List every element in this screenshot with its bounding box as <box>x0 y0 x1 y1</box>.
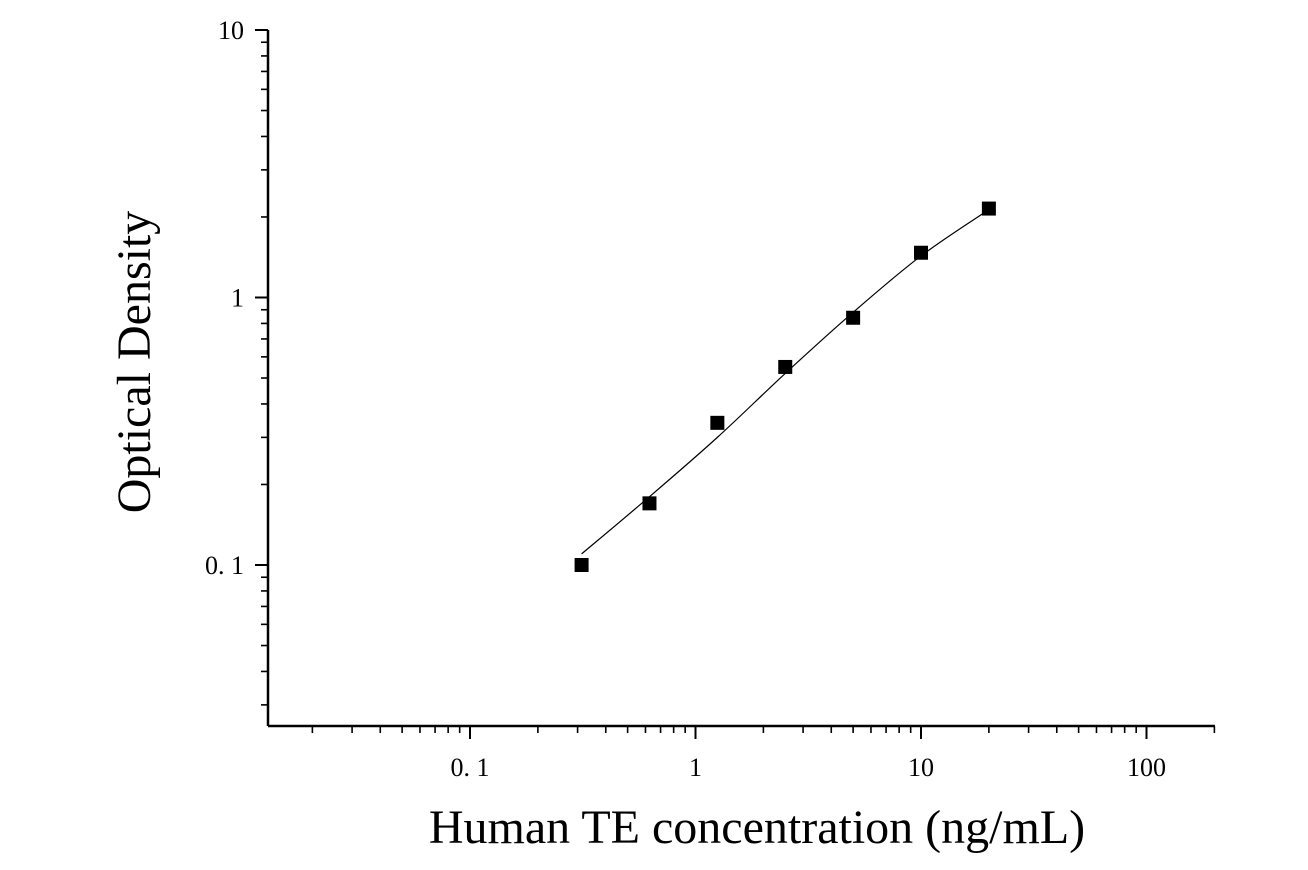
data-point <box>710 415 725 430</box>
y-tick-label: 1 <box>231 284 244 313</box>
x-tick-label: 1 <box>689 753 702 782</box>
x-tick-label: 0. 1 <box>451 753 490 782</box>
data-point <box>981 201 996 216</box>
data-point <box>846 310 861 325</box>
y-tick-label: 0. 1 <box>205 551 244 580</box>
y-major-ticks <box>255 29 268 566</box>
data-point <box>914 245 928 260</box>
x-tick-label: 100 <box>1127 753 1166 782</box>
y-tick-label: 10 <box>218 16 244 45</box>
x-tick-labels: 0. 1 1 10 100 <box>451 753 1167 782</box>
data-points <box>574 201 996 572</box>
data-point <box>574 558 589 572</box>
data-point <box>778 359 793 374</box>
data-point <box>642 496 657 511</box>
y-tick-labels: 0. 1 1 10 <box>205 16 244 580</box>
x-axis-title: Human TE concentration (ng/mL) <box>429 801 1085 854</box>
y-axis-title: Optical Density <box>108 211 161 514</box>
x-tick-label: 10 <box>908 753 934 782</box>
x-major-ticks <box>469 726 1148 739</box>
